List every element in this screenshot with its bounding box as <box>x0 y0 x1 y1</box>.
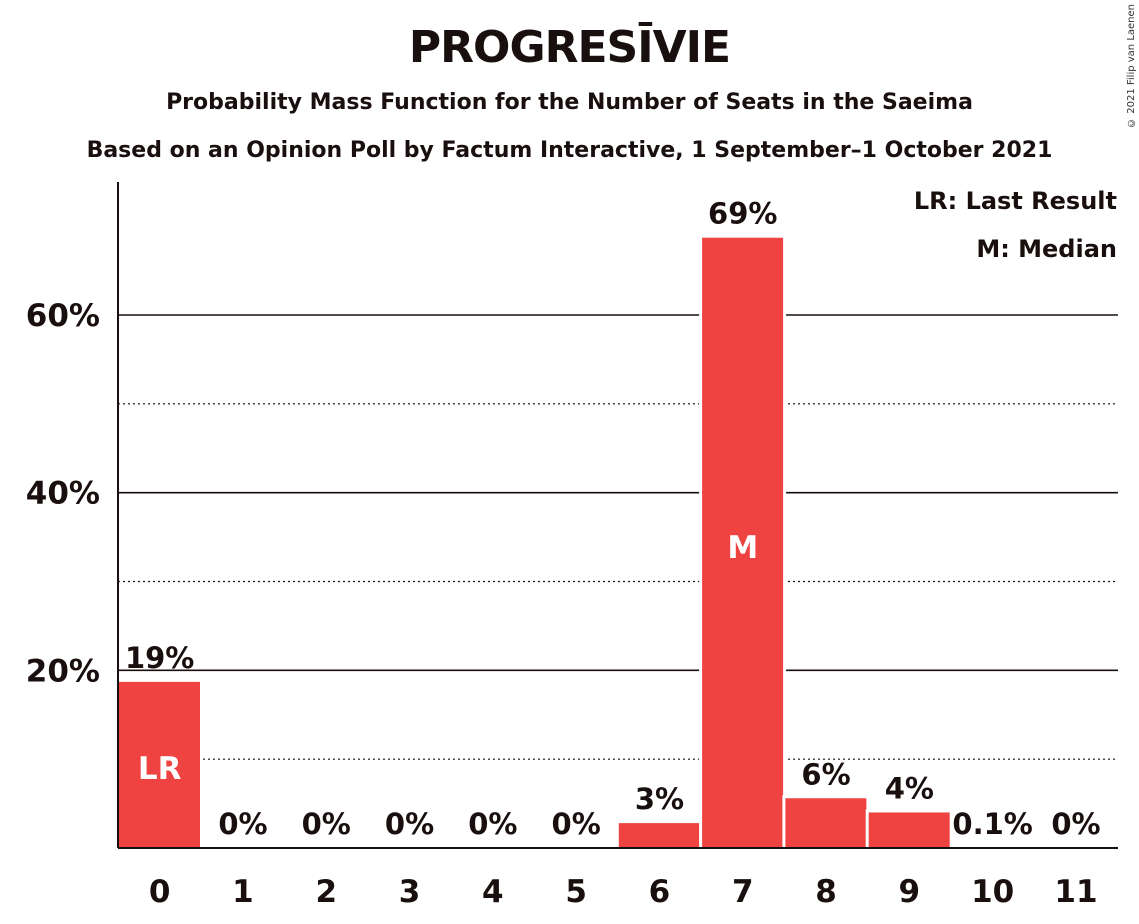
x-tick-label: 8 <box>815 874 837 910</box>
bars <box>116 234 953 849</box>
y-tick-label: 60% <box>26 298 100 334</box>
y-tick-label: 40% <box>26 476 100 512</box>
bar <box>785 798 867 848</box>
chart-title: PROGRESĪVIE <box>408 22 731 73</box>
data-label: 69% <box>708 197 777 231</box>
legend-last-result: LR: Last Result <box>914 187 1117 215</box>
chart-subtitle-source: Based on an Opinion Poll by Factum Inter… <box>86 138 1053 163</box>
x-tick-label: 7 <box>732 874 754 910</box>
data-label: 19% <box>125 641 194 675</box>
x-tick-label: 0 <box>149 874 171 910</box>
x-tick-label: 11 <box>1054 874 1097 910</box>
bar <box>702 237 784 849</box>
x-tick-label: 4 <box>482 874 504 910</box>
data-label: 0% <box>385 807 434 841</box>
bar <box>618 823 700 848</box>
axes <box>117 182 1118 849</box>
x-tick-label: 1 <box>232 874 254 910</box>
legend-median: M: Median <box>976 235 1117 263</box>
data-label: 0% <box>302 807 351 841</box>
data-label: 4% <box>885 771 934 805</box>
data-label: 0% <box>1051 807 1100 841</box>
x-tick-label: 6 <box>649 874 671 910</box>
x-tick-label: 3 <box>399 874 421 910</box>
bar <box>119 681 200 848</box>
x-tick-label: 9 <box>899 874 921 910</box>
data-label: 0% <box>552 807 601 841</box>
bar-marker-lr: LR <box>138 751 182 787</box>
data-label: 0% <box>218 807 267 841</box>
data-label: 0% <box>468 807 517 841</box>
data-label: 3% <box>635 782 684 816</box>
data-label: 0.1% <box>952 807 1032 841</box>
x-tick-label: 10 <box>971 874 1014 910</box>
chart-subtitle: Probability Mass Function for the Number… <box>166 90 973 115</box>
y-tick-label: 20% <box>26 653 100 689</box>
labels: 20%40%60%19%0LR0%10%20%30%40%53%669%7M6%… <box>26 197 1101 910</box>
x-tick-label: 2 <box>315 874 337 910</box>
bar-marker-m: M <box>727 530 758 566</box>
grid-lines <box>118 314 1118 760</box>
bar <box>868 812 950 848</box>
data-label: 6% <box>801 757 850 791</box>
x-tick-label: 5 <box>565 874 587 910</box>
